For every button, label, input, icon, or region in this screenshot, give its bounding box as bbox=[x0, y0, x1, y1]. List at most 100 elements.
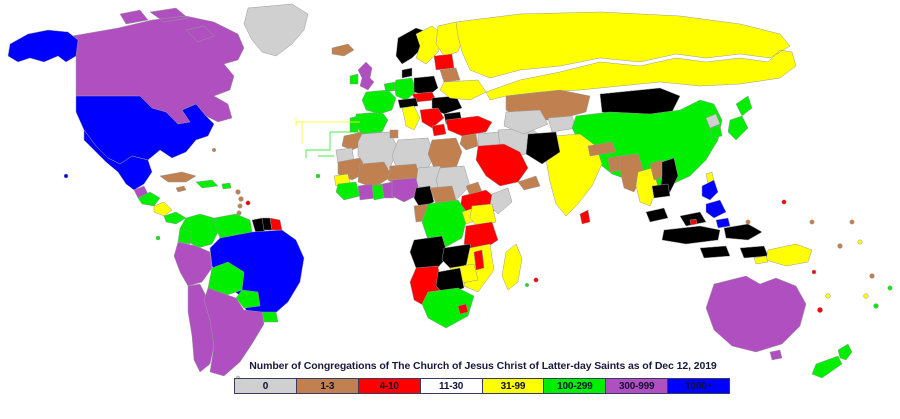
country-italy bbox=[401, 105, 421, 131]
legend-label-2: 4-10 bbox=[379, 380, 399, 392]
country-sweden bbox=[415, 25, 443, 65]
country-turkey bbox=[445, 115, 493, 137]
legend-cell-5[interactable]: 100-299 bbox=[544, 379, 607, 393]
country-tunisia bbox=[389, 129, 399, 139]
legend-cell-6[interactable]: 300-999 bbox=[606, 379, 669, 393]
island-lesser-antilles-2 bbox=[238, 196, 244, 202]
country-el-salvador-honduras bbox=[137, 191, 161, 207]
legend-label-1: 1-3 bbox=[320, 380, 335, 392]
country-belarus bbox=[439, 67, 461, 83]
country-yemen-oman bbox=[517, 175, 541, 191]
island-mauritius bbox=[533, 277, 539, 283]
country-south-korea bbox=[709, 125, 723, 139]
country-india bbox=[545, 133, 603, 217]
country-mexico bbox=[83, 129, 153, 191]
legend-label-4: 31-99 bbox=[500, 380, 526, 392]
legend-label-0: 0 bbox=[262, 380, 269, 392]
country-ireland bbox=[349, 73, 359, 85]
country-nicaragua-costa-rica bbox=[153, 201, 173, 217]
country-new-zealand bbox=[811, 343, 853, 379]
island-galapagos bbox=[155, 235, 161, 241]
country-jamaica bbox=[175, 185, 187, 193]
island-micronesia bbox=[809, 219, 815, 225]
country-balkans bbox=[419, 107, 445, 129]
island-cape-verde bbox=[315, 173, 321, 179]
country-poland bbox=[413, 75, 439, 97]
legend-cell-3[interactable]: 11-30 bbox=[421, 379, 483, 393]
country-japan bbox=[727, 95, 753, 141]
legend-color-scale: 0 1-3 4-10 11-30 31-99 100-299 300-999 1… bbox=[234, 378, 730, 394]
legend-cell-0[interactable]: 0 bbox=[235, 379, 297, 393]
country-paraguay bbox=[235, 289, 261, 309]
country-hispaniola bbox=[195, 179, 219, 189]
island-lesser-antilles-1 bbox=[235, 189, 241, 195]
island-tuvalu bbox=[887, 285, 893, 291]
country-malawi bbox=[473, 249, 485, 271]
island-lesser-antilles-4 bbox=[245, 200, 251, 206]
legend-cell-7[interactable]: 1000+ bbox=[668, 379, 729, 393]
country-syria-lebanon-israel bbox=[459, 133, 479, 151]
country-france bbox=[361, 89, 397, 115]
country-ukraine bbox=[439, 79, 487, 101]
island-reunion bbox=[524, 282, 530, 288]
country-indonesia bbox=[661, 223, 769, 259]
map-legend: Number of Congregations of The Church of… bbox=[234, 360, 732, 394]
country-north-korea bbox=[705, 113, 721, 129]
legend-title: Number of Congregations of The Church of… bbox=[249, 360, 717, 372]
legend-cell-2[interactable]: 4-10 bbox=[358, 379, 421, 393]
country-cuba bbox=[159, 171, 197, 183]
graticule-line-atlantic-green bbox=[305, 131, 372, 158]
country-iceland bbox=[331, 43, 355, 57]
country-cambodia bbox=[651, 183, 671, 199]
country-mali bbox=[357, 161, 393, 189]
legend-cell-4[interactable]: 31-99 bbox=[482, 379, 545, 393]
country-greece bbox=[431, 123, 447, 137]
island-kiribati bbox=[837, 243, 843, 249]
country-south-africa bbox=[421, 287, 475, 329]
legend-label-6: 300-999 bbox=[619, 380, 655, 392]
country-pakistan bbox=[525, 131, 561, 165]
island-samoa bbox=[863, 293, 869, 299]
country-togo-benin bbox=[381, 181, 395, 199]
country-australia bbox=[705, 275, 807, 353]
country-brunei bbox=[689, 218, 698, 226]
island-vanuatu bbox=[869, 273, 875, 279]
country-united-kingdom bbox=[357, 61, 375, 91]
legend-label-5: 100-299 bbox=[557, 380, 593, 392]
island-nauru bbox=[857, 239, 863, 245]
island-hawaii bbox=[63, 173, 69, 179]
island-tonga bbox=[873, 303, 879, 309]
country-uzbekistan-turkmenistan bbox=[503, 109, 549, 135]
country-guinea-sierra-liberia bbox=[335, 181, 361, 201]
country-timor bbox=[753, 255, 769, 265]
country-baltics bbox=[433, 53, 455, 71]
country-austria-switzerland bbox=[397, 97, 419, 109]
country-peru bbox=[173, 241, 213, 287]
island-guam bbox=[781, 199, 787, 205]
island-palau bbox=[745, 219, 751, 225]
country-puerto-rico bbox=[221, 182, 232, 190]
country-egypt bbox=[427, 137, 463, 169]
country-sri-lanka bbox=[579, 209, 591, 225]
country-lesotho bbox=[457, 303, 469, 315]
country-dr-congo bbox=[421, 199, 469, 249]
island-lesser-antilles-3 bbox=[237, 203, 243, 209]
country-ecuador bbox=[177, 227, 193, 245]
country-canada bbox=[71, 7, 245, 125]
country-greenland bbox=[243, 3, 309, 57]
country-philippines bbox=[701, 179, 731, 229]
country-nepal-bhutan bbox=[587, 141, 617, 157]
island-bermuda bbox=[211, 147, 217, 153]
island-solomon bbox=[811, 269, 817, 275]
legend-cell-1[interactable]: 1-3 bbox=[296, 379, 359, 393]
country-nigeria bbox=[391, 177, 421, 203]
island-fiji bbox=[825, 293, 831, 299]
legend-label-3: 11-30 bbox=[439, 380, 464, 392]
legend-label-7: 1000+ bbox=[685, 380, 713, 392]
country-denmark bbox=[401, 67, 413, 79]
country-argentina bbox=[203, 287, 265, 377]
country-uruguay bbox=[261, 311, 279, 323]
island-new-caledonia bbox=[817, 307, 823, 313]
